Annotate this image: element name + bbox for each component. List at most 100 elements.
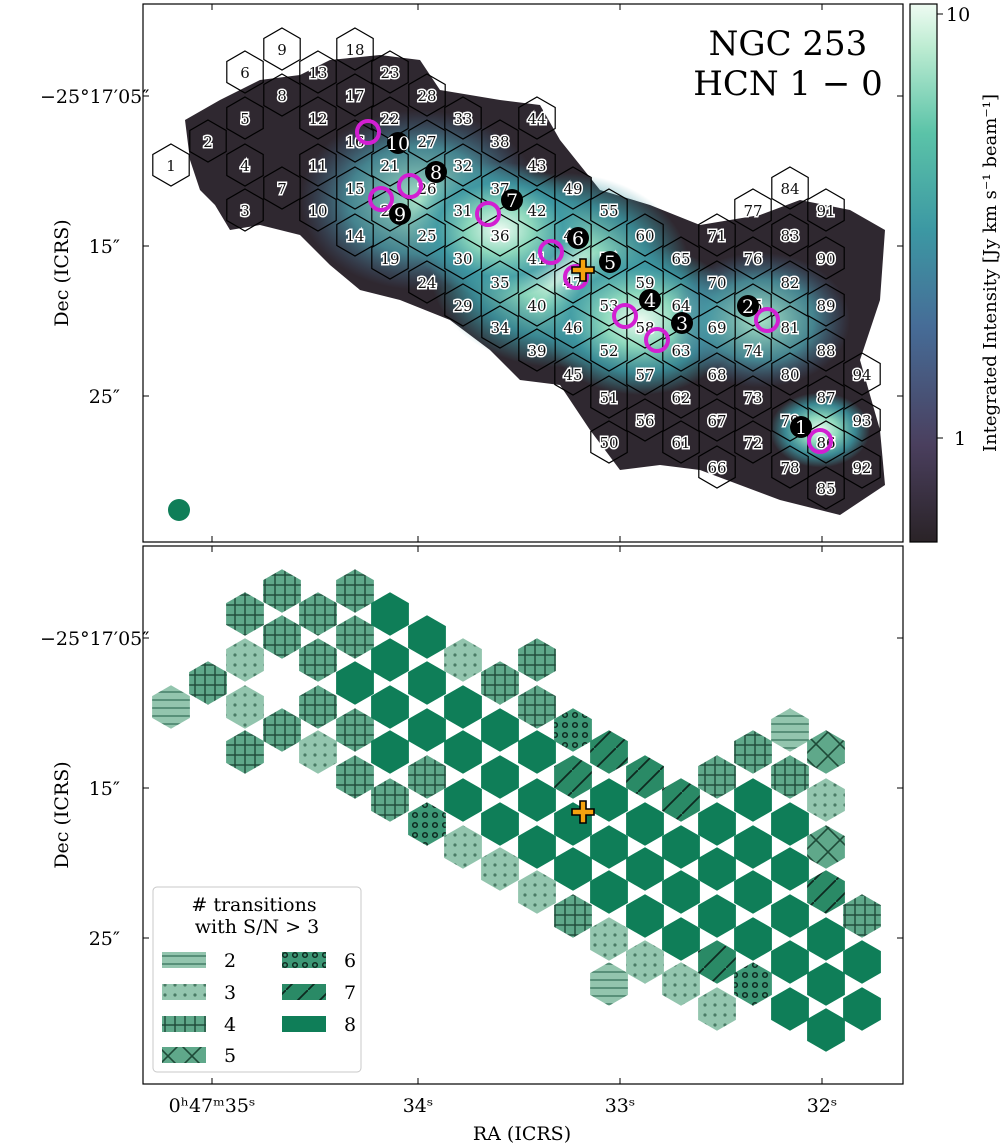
hexagon-label: 36: [490, 227, 509, 245]
hexagon-label: 42: [527, 202, 546, 220]
region-ring: [475, 201, 501, 227]
region-badge-label: 7: [506, 190, 518, 212]
ytick-label-bottom-1: −25°17′05″: [40, 628, 149, 650]
transition-hexagon: [518, 825, 556, 869]
transition-hexagon: [590, 962, 628, 1006]
hexagon-label: 24: [417, 274, 436, 292]
legend-swatch: [162, 1047, 206, 1063]
transition-hexagon: [444, 825, 482, 869]
region-ring: [355, 119, 381, 145]
hexagon-label: 29: [453, 297, 472, 315]
hexagon-outline: [590, 375, 628, 419]
xtick-label-2: 34ˢ: [403, 1095, 434, 1117]
hexagon-outline: [734, 420, 772, 464]
region-ring: [397, 173, 423, 199]
hexagon-label: 80: [780, 366, 799, 384]
region-badge-label: 4: [644, 290, 656, 312]
hexagon-label: 44: [527, 110, 546, 128]
legend-label: 7: [344, 982, 356, 1004]
hexagon-label: 57: [635, 366, 654, 384]
transition-hexagon: [554, 755, 592, 799]
hexagon-outline: [299, 143, 337, 187]
hexagon-label: 13: [308, 64, 327, 82]
hexagon-label: 83: [780, 227, 799, 245]
transition-hexagon: [408, 708, 446, 752]
bottom-axis-ticks: [143, 546, 903, 1084]
transition-hexagon: [771, 847, 809, 891]
hexagon-label: 94: [852, 366, 871, 384]
transition-hexagon: [554, 894, 592, 938]
hexagon-outline: [226, 50, 264, 94]
region-badge: [387, 132, 409, 154]
transition-hexagon: [771, 802, 809, 846]
hexagon-label: 1: [166, 157, 176, 175]
ylabel-top: Dec (ICRS): [51, 219, 73, 326]
transition-hexagon: [626, 847, 664, 891]
transition-hexagon: [408, 661, 446, 705]
legend-title: # transitions with S/N > 3: [191, 894, 322, 938]
xtick-label-1: 0ʰ47ᵐ35ˢ: [169, 1095, 256, 1117]
hexagon-outline: [771, 305, 809, 349]
hexagon-outline: [771, 398, 809, 442]
transition-hexagon: [481, 802, 519, 846]
colorbar-gradient: [909, 3, 938, 543]
hexagon-outline: [698, 352, 736, 396]
hexagon-label: 72: [743, 434, 762, 452]
hexagon-outline: [481, 119, 519, 163]
hexagon-outline: [698, 213, 736, 257]
legend-label: 3: [224, 982, 236, 1004]
transition-hexagon: [336, 569, 374, 613]
region-badge-label: 3: [676, 313, 688, 335]
hexagon-label: 63: [671, 342, 690, 360]
legend-items: 2 3 4 5 6 7 8: [162, 950, 356, 1067]
region-badge: [501, 189, 523, 211]
hexagon-outline: [554, 305, 592, 349]
transition-hexagon: [444, 685, 482, 729]
transition-hexagon: [807, 825, 845, 869]
region-badge-label: 10: [386, 133, 410, 155]
top-plot-frame: [142, 3, 904, 543]
hexagon-label: 10: [308, 202, 327, 220]
hexagon-label: 3: [240, 202, 250, 220]
region-ring: [754, 307, 780, 333]
transition-hexagon: [698, 987, 736, 1031]
hexagon-outline: [152, 143, 190, 187]
hexagon-outline: [408, 213, 446, 257]
hexagon-label: 64: [671, 297, 690, 315]
hexagon-outline: [662, 236, 700, 280]
hexagon-label: 35: [490, 274, 509, 292]
hexagon-label: 92: [852, 459, 871, 477]
ytick-label-bottom-3: 25″: [89, 928, 120, 950]
transition-hexagon: [734, 778, 772, 822]
legend-swatch: [282, 1016, 326, 1032]
transition-hexagon: [518, 730, 556, 774]
transition-hexagon: [371, 685, 409, 729]
transition-hexagon: [734, 870, 772, 914]
hexagon-outline: [662, 375, 700, 419]
transition-hexagon: [371, 638, 409, 682]
transition-hexagon: [518, 685, 556, 729]
region-ring: [807, 428, 833, 454]
hexagon-label: 18: [345, 41, 364, 59]
hexagon-label: 19: [380, 250, 399, 268]
hexagon-label: 81: [780, 319, 799, 337]
region-badge-label: 8: [430, 162, 442, 184]
hexagon-outline: [734, 188, 772, 232]
transition-hexagon: [299, 592, 337, 636]
hexagon-label: 84: [780, 180, 799, 198]
transition-hexagon: [662, 870, 700, 914]
transition-hexagon: [843, 894, 881, 938]
hexagon-outline: [518, 328, 556, 372]
hexagon-label: 56: [635, 412, 654, 430]
transition-hexagon: [662, 917, 700, 961]
hexagon-label: 32: [453, 157, 472, 175]
transition-hexagon: [408, 615, 446, 659]
hexagon-outline: [263, 166, 301, 210]
beam-size-marker: [168, 499, 190, 521]
transition-hexagon: [481, 847, 519, 891]
hexagon-outline: [771, 352, 809, 396]
hexagon-outline: [189, 119, 227, 163]
transition-hexagon: [807, 1008, 845, 1052]
hexagon-label: 71: [707, 227, 726, 245]
hexagon-outline: [371, 50, 409, 94]
